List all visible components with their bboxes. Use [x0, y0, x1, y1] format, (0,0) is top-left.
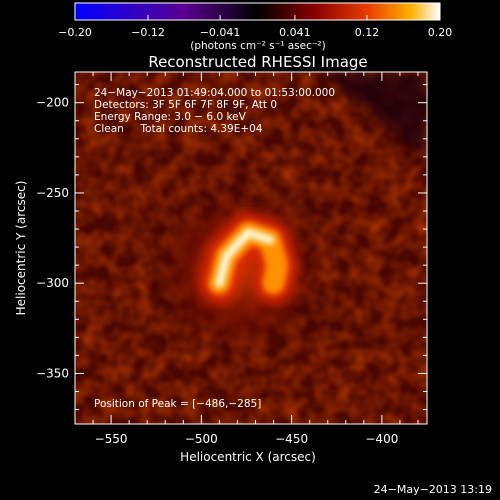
colorbar-tick-label: 0.12	[355, 26, 380, 39]
heatmap-image	[75, 72, 427, 424]
annotation-detectors: Detectors: 3F 5F 6F 7F 8F 9F, Att 0	[94, 99, 277, 111]
colorbar	[75, 3, 440, 20]
chart-title: Reconstructed RHESSI Image	[148, 53, 367, 71]
colorbar-tick-label: −0.12	[131, 26, 165, 39]
source-arc-core	[214, 228, 275, 288]
annotation-block: 24−May−2013 01:49:04.000 to 01:53:00.000…	[94, 87, 335, 135]
x-axis-label: Heliocentric X (arcsec)	[180, 450, 316, 464]
y-axis-ticks: −200 −250 −300 −350	[36, 84, 427, 411]
colorbar-frame	[74, 2, 441, 21]
plot-frame	[74, 71, 428, 425]
y-tick-label: −200	[36, 96, 69, 110]
dark-corner	[320, 72, 427, 160]
x-tick-label: −400	[365, 432, 398, 446]
x-axis-ticks: −550 −500 −450 −400	[92, 72, 419, 446]
colorbar-tick-label: 0.20	[428, 26, 453, 39]
annotation-counts: Clean Total counts: 4.39E+04	[94, 123, 263, 135]
x-tick-label: −450	[275, 432, 308, 446]
y-tick-label: −300	[36, 276, 69, 290]
x-tick-label: −550	[95, 432, 128, 446]
peak-position-label: Position of Peak = [−486,−285]	[94, 398, 261, 410]
y-axis-label: Heliocentric Y (arcsec)	[14, 181, 28, 316]
annotation-energy: Energy Range: 3.0 − 6.0 keV	[94, 111, 247, 123]
annotation-time: 24−May−2013 01:49:04.000 to 01:53:00.000	[94, 87, 335, 99]
colorbar-units: (photons cm⁻² s⁻¹ asec⁻²)	[190, 40, 325, 52]
colorbar-ticks: −0.20 −0.12 −0.041 0.041 0.12 0.20	[58, 15, 452, 39]
colorbar-tick-label: −0.20	[58, 26, 92, 39]
x-tick-label: −500	[185, 432, 218, 446]
y-tick-label: −350	[36, 366, 69, 380]
timestamp: 24−May−2013 13:19	[373, 483, 492, 496]
colorbar-tick-label: −0.041	[200, 26, 241, 39]
colorbar-tick-label: 0.041	[279, 26, 311, 39]
y-tick-label: −250	[36, 186, 69, 200]
